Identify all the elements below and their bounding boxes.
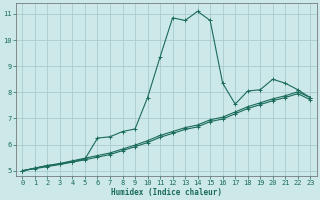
X-axis label: Humidex (Indice chaleur): Humidex (Indice chaleur) [111, 188, 222, 197]
